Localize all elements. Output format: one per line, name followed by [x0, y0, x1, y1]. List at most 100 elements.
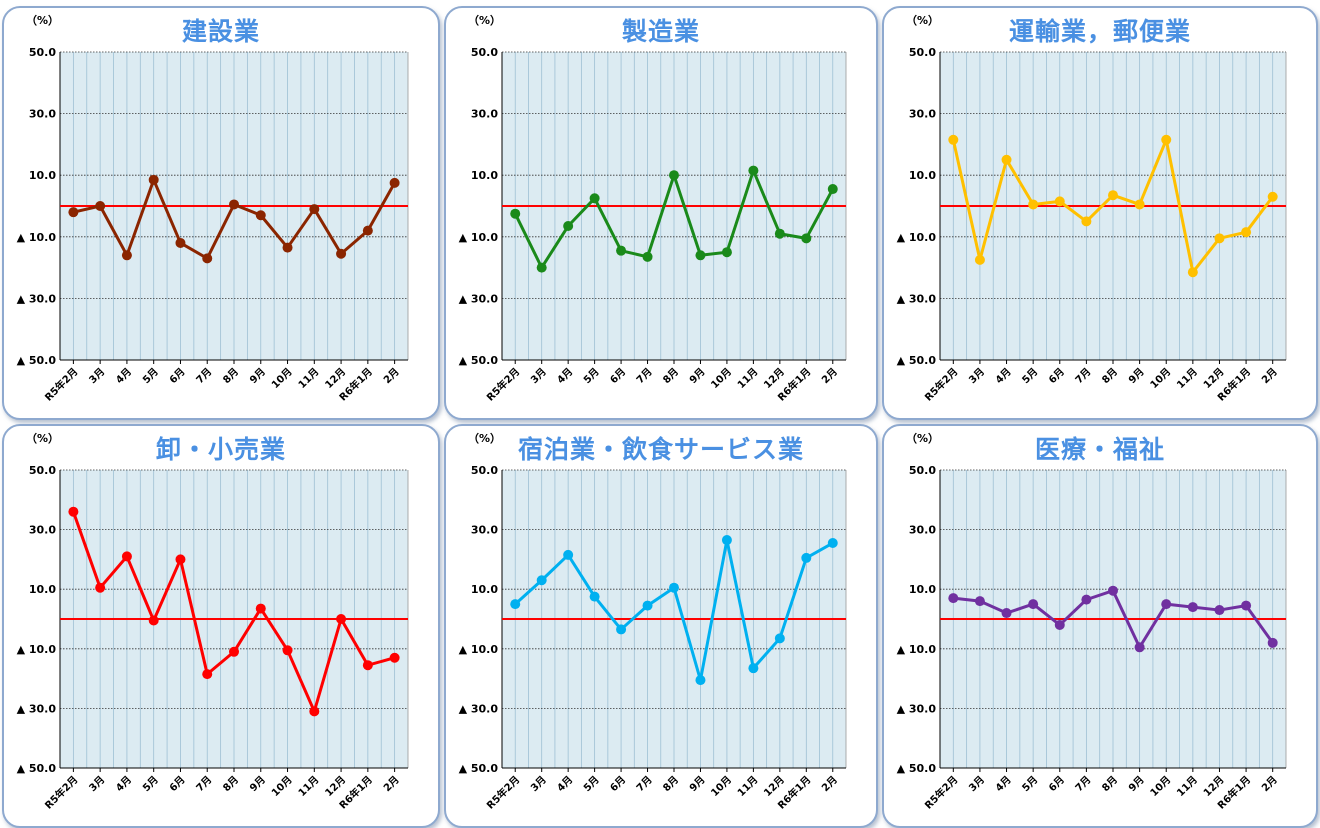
data-point	[948, 593, 959, 604]
y-tick-label: 30.0	[471, 108, 498, 121]
data-point	[389, 177, 400, 188]
data-point	[1241, 600, 1252, 611]
data-point	[510, 599, 521, 610]
unit-label: （%）	[26, 432, 60, 445]
data-point	[589, 591, 600, 602]
x-tick-label: 2月	[381, 774, 401, 794]
x-tick-label: 5月	[581, 366, 601, 386]
x-tick-label: 9月	[687, 774, 707, 794]
data-point	[121, 551, 132, 562]
x-tick-label: 7月	[634, 366, 654, 386]
x-tick-label: R5年2月	[484, 773, 523, 812]
data-point	[255, 603, 266, 614]
x-tick-label: 6月	[608, 366, 628, 386]
y-tick-label: ▲ 30.0	[897, 702, 937, 715]
data-point	[563, 549, 574, 560]
data-point	[229, 646, 239, 657]
x-tick-label: 3月	[967, 366, 987, 386]
y-tick-label: 30.0	[29, 108, 56, 121]
x-tick-label: 12月	[1201, 366, 1226, 391]
x-tick-label: 12月	[323, 774, 348, 799]
data-point	[1028, 599, 1039, 610]
data-point	[801, 552, 812, 563]
data-point	[1054, 619, 1065, 630]
y-tick-label: 50.0	[29, 464, 56, 477]
y-tick-label: 10.0	[471, 169, 498, 182]
chart-title: 運輸業，郵便業	[1008, 17, 1191, 46]
x-tick-label: 8月	[221, 774, 241, 794]
x-tick-label: 4月	[993, 366, 1013, 386]
data-point	[536, 575, 547, 586]
x-tick-label: 11月	[1175, 366, 1200, 391]
x-tick-label: 10月	[709, 366, 734, 391]
y-tick-label: ▲ 50.0	[459, 354, 499, 367]
x-tick-label: 8月	[1100, 366, 1120, 386]
data-point	[148, 615, 159, 626]
data-point	[309, 204, 320, 215]
data-point	[362, 660, 373, 671]
x-tick-label: 10月	[269, 774, 294, 799]
x-tick-label: 5月	[1020, 774, 1040, 794]
x-tick-label: 3月	[87, 774, 107, 794]
data-point	[801, 233, 812, 244]
y-tick-label: 10.0	[909, 583, 936, 596]
data-point	[1161, 134, 1172, 145]
y-tick-label: 10.0	[909, 169, 936, 182]
x-tick-label: 11月	[1175, 774, 1200, 799]
x-tick-label: 5月	[140, 774, 160, 794]
x-tick-label: 2月	[819, 366, 839, 386]
x-tick-label: 11月	[735, 366, 760, 391]
x-tick-label: 8月	[661, 774, 681, 794]
x-tick-label: 9月	[247, 774, 267, 794]
data-point	[68, 207, 79, 218]
data-point	[748, 663, 759, 674]
y-tick-label: ▲ 10.0	[897, 643, 937, 656]
y-tick-label: ▲ 10.0	[17, 231, 57, 244]
data-point	[1081, 216, 1092, 227]
unit-label: （%）	[906, 432, 940, 445]
x-tick-label: 4月	[993, 774, 1013, 794]
y-tick-label: ▲ 10.0	[459, 231, 499, 244]
y-tick-label: ▲ 10.0	[17, 643, 57, 656]
data-point	[669, 170, 679, 181]
x-tick-label: 7月	[1073, 366, 1093, 386]
data-point	[95, 201, 106, 211]
y-tick-label: 30.0	[909, 524, 936, 537]
data-point	[589, 193, 600, 204]
chart-panel-transport-postal: （%） 運輸業，郵便業 50.0 30.0 10.0 ▲ 10.0 ▲ 30.0 ▲ 50…	[882, 6, 1318, 420]
data-point	[336, 248, 347, 259]
data-point	[255, 210, 266, 221]
data-point	[95, 582, 106, 593]
y-tick-label: 30.0	[909, 108, 936, 121]
x-tick-label: 8月	[221, 366, 241, 386]
y-tick-label: ▲ 30.0	[459, 292, 499, 305]
chart-panel-construction: （%） 建設業 50.0 30.0 10.0 ▲ 10.0 ▲ 30.0 ▲ 50.0 R5…	[2, 6, 440, 420]
data-point	[1028, 199, 1039, 210]
data-point	[389, 652, 400, 663]
chart-title: 医療・福祉	[1034, 435, 1165, 464]
x-tick-label: 6月	[608, 774, 628, 794]
y-tick-label: ▲ 50.0	[459, 762, 499, 775]
data-point	[827, 184, 838, 195]
data-point	[175, 237, 186, 248]
chart-panel-accommodation-food: （%） 宿泊業・飲食サービス業 50.0 30.0 10.0 ▲ 10.0 ▲ 30.0…	[444, 424, 878, 828]
y-tick-label: ▲ 30.0	[17, 702, 57, 715]
x-tick-label: 10月	[269, 366, 294, 391]
data-point	[1187, 602, 1198, 613]
data-point	[948, 134, 959, 145]
x-tick-label: 6月	[167, 774, 187, 794]
data-point	[309, 706, 320, 717]
y-tick-label: ▲ 30.0	[459, 702, 499, 715]
data-point	[669, 582, 679, 593]
x-tick-label: 2月	[1259, 774, 1279, 794]
x-tick-label: 10月	[1148, 774, 1173, 799]
y-tick-label: ▲ 30.0	[17, 292, 57, 305]
x-tick-label: 7月	[194, 366, 214, 386]
x-tick-label: 12月	[323, 366, 348, 391]
data-point	[175, 554, 186, 565]
x-tick-label: R5年2月	[922, 365, 961, 404]
data-point	[121, 250, 132, 261]
